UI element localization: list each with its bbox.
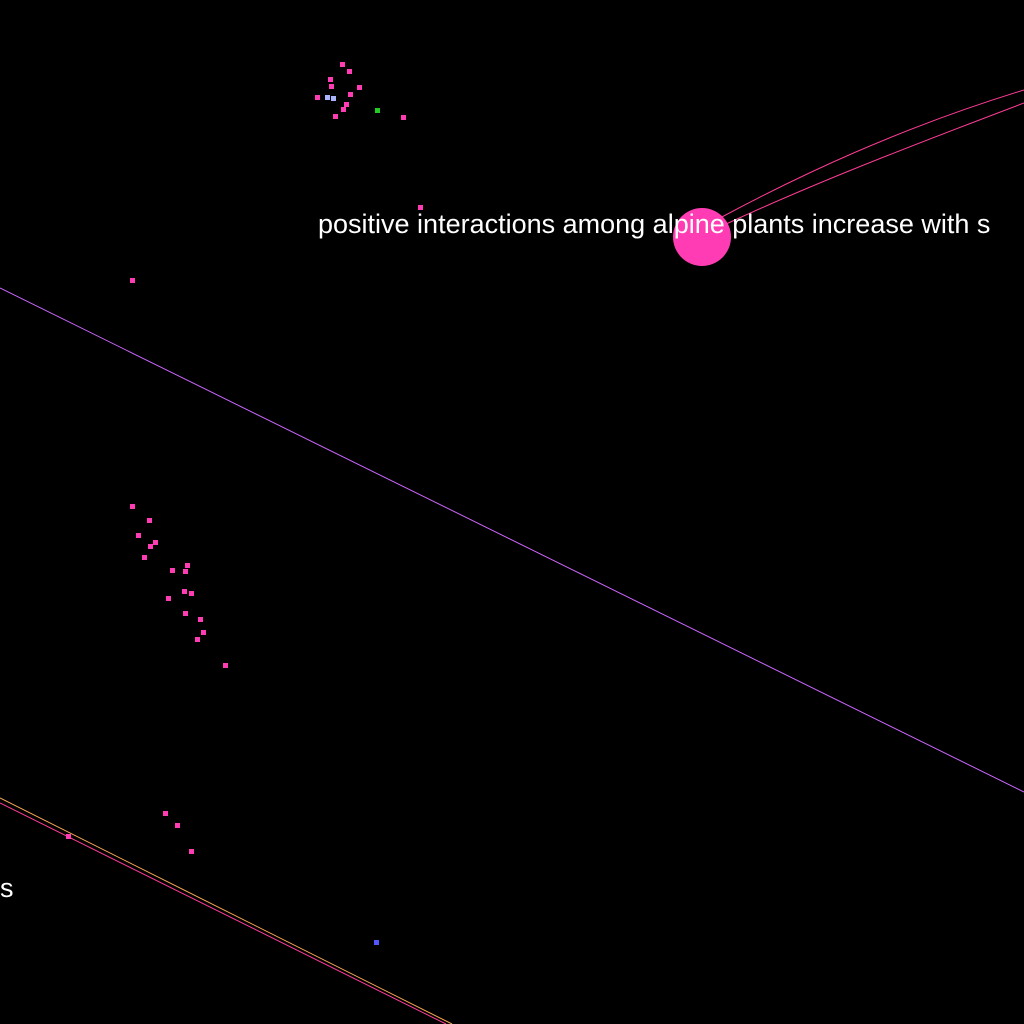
node-lavender[interactable] xyxy=(325,95,330,100)
node-layer xyxy=(66,62,731,945)
node[interactable] xyxy=(163,811,168,816)
node[interactable] xyxy=(198,617,203,622)
node[interactable] xyxy=(329,84,334,89)
edge-pink-upper xyxy=(719,89,1024,219)
node[interactable] xyxy=(147,518,152,523)
main-node-label: positive interactions among alpine plant… xyxy=(318,209,990,239)
node[interactable] xyxy=(130,278,135,283)
node[interactable] xyxy=(136,533,141,538)
node[interactable] xyxy=(183,611,188,616)
node[interactable] xyxy=(357,85,362,90)
node[interactable] xyxy=(328,77,333,82)
node[interactable] xyxy=(401,115,406,120)
node[interactable] xyxy=(182,589,187,594)
edge-orange xyxy=(0,797,453,1024)
node[interactable] xyxy=(315,95,320,100)
node[interactable] xyxy=(66,834,71,839)
edge-label-fragment: s xyxy=(0,873,14,903)
node[interactable] xyxy=(348,92,353,97)
node[interactable] xyxy=(344,102,349,107)
edge-pink-bottom xyxy=(0,802,447,1024)
node[interactable] xyxy=(195,637,200,642)
node[interactable] xyxy=(418,205,423,210)
node[interactable] xyxy=(201,630,206,635)
node[interactable] xyxy=(340,62,345,67)
node[interactable] xyxy=(148,544,153,549)
node[interactable] xyxy=(341,107,346,112)
node[interactable] xyxy=(130,504,135,509)
label-layer: positive interactions among alpine plant… xyxy=(0,209,990,903)
node[interactable] xyxy=(183,569,188,574)
hub-node[interactable] xyxy=(673,208,731,266)
edge-violet-long xyxy=(0,287,1024,793)
node[interactable] xyxy=(189,849,194,854)
node[interactable] xyxy=(166,596,171,601)
node[interactable] xyxy=(347,69,352,74)
node[interactable] xyxy=(185,563,190,568)
node[interactable] xyxy=(189,591,194,596)
node[interactable] xyxy=(223,663,228,668)
node-blue[interactable] xyxy=(374,940,379,945)
edge-layer xyxy=(0,89,1024,1024)
node[interactable] xyxy=(142,555,147,560)
node-green[interactable] xyxy=(375,108,380,113)
edge-pink-lower xyxy=(723,102,1024,226)
node[interactable] xyxy=(175,823,180,828)
node-lavender[interactable] xyxy=(331,96,336,101)
node[interactable] xyxy=(333,114,338,119)
node[interactable] xyxy=(153,540,158,545)
node[interactable] xyxy=(170,568,175,573)
